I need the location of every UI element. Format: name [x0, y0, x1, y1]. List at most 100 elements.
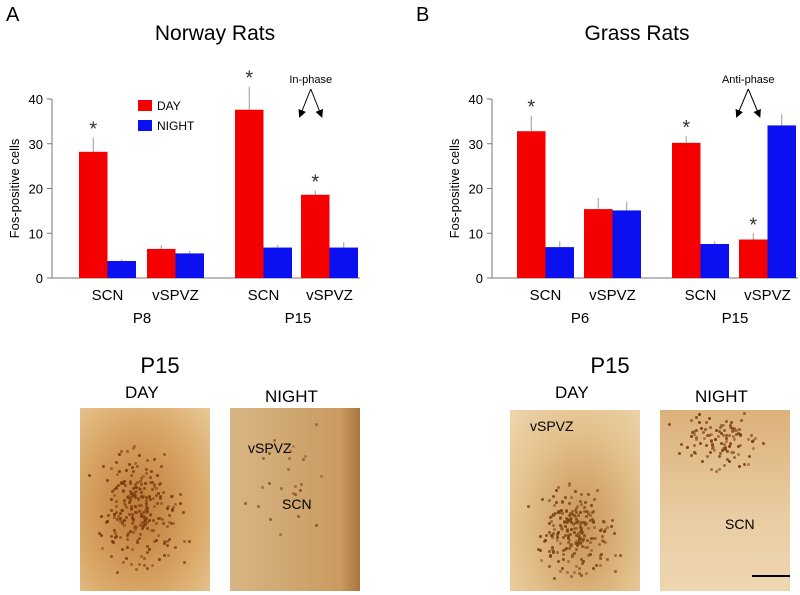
stained-cell	[570, 555, 574, 559]
stained-cell	[120, 521, 124, 525]
stained-cell	[152, 482, 156, 486]
stained-cell	[540, 498, 544, 502]
stained-cell	[588, 553, 592, 557]
stained-cell	[145, 458, 149, 462]
stained-cell	[135, 538, 139, 542]
stained-cell	[727, 445, 731, 449]
stained-cell	[708, 434, 712, 438]
stained-cell	[697, 420, 701, 424]
stained-cell	[133, 485, 137, 489]
legend-swatch-night	[138, 120, 152, 131]
stained-cell	[711, 447, 715, 451]
stained-cell	[700, 427, 704, 431]
stained-cell	[598, 529, 602, 533]
stained-cell	[719, 452, 723, 456]
stained-cell	[127, 531, 131, 535]
stained-cell	[140, 555, 144, 559]
stained-cell	[568, 547, 572, 551]
stained-cell	[123, 479, 127, 483]
stained-cell	[573, 571, 577, 575]
stained-cell	[743, 412, 746, 416]
stained-cell	[698, 412, 702, 416]
stained-cell	[722, 429, 726, 433]
stained-cell	[731, 450, 735, 454]
stained-cell	[105, 521, 109, 525]
stained-cell	[113, 512, 117, 516]
stained-cell	[120, 449, 124, 453]
stained-cell	[151, 529, 155, 533]
stained-cell	[547, 550, 551, 554]
age-label: P15	[722, 310, 749, 327]
y-axis-label: Fos-positive cells	[7, 138, 22, 238]
stained-cell	[695, 438, 699, 442]
stained-cell	[705, 455, 709, 459]
stained-cell	[720, 424, 723, 428]
stained-cell	[146, 509, 150, 513]
bar-day	[672, 142, 701, 278]
stained-cell	[598, 543, 602, 547]
stained-cell	[315, 422, 319, 426]
stained-cell	[732, 456, 736, 460]
phase-annotation: In-phase	[289, 74, 332, 86]
micro-label-night-a: NIGHT	[265, 387, 318, 406]
stained-cell	[157, 491, 161, 495]
stained-cell	[138, 488, 142, 492]
stained-cell	[125, 505, 129, 509]
stained-cell	[149, 514, 153, 518]
bar-night	[545, 247, 574, 278]
stained-cell	[130, 505, 134, 509]
significance-asterisk: *	[311, 171, 319, 193]
stained-cell	[118, 453, 122, 457]
stained-cell	[140, 476, 143, 480]
stained-cell	[747, 438, 751, 442]
stained-cell	[143, 517, 147, 521]
stained-cell	[129, 481, 133, 485]
stained-cell	[137, 497, 141, 501]
stained-cell	[144, 502, 148, 506]
stained-cell	[706, 434, 710, 438]
stained-cell	[140, 491, 144, 495]
stained-cell	[166, 553, 170, 557]
stained-cell	[580, 557, 584, 561]
stained-cell	[166, 507, 170, 511]
stained-cell	[708, 425, 712, 429]
stained-cell	[151, 563, 155, 567]
stained-cell	[575, 517, 579, 521]
stained-cell	[113, 516, 117, 520]
stained-cell	[144, 498, 148, 502]
stained-cell	[586, 512, 590, 516]
stained-cell	[142, 515, 146, 519]
stained-cell	[589, 504, 593, 508]
stained-cell	[145, 504, 149, 508]
stained-cell	[587, 492, 591, 496]
stained-cell	[547, 530, 551, 534]
stained-cell	[749, 433, 753, 437]
stained-cell	[179, 492, 183, 496]
stained-cell	[569, 520, 573, 524]
y-axis-label: Fos-positive cells	[447, 138, 462, 238]
stained-cell	[710, 467, 714, 471]
stained-cell	[547, 499, 551, 503]
stained-cell	[725, 434, 729, 438]
stained-cell	[114, 532, 118, 536]
stained-cell	[719, 425, 723, 429]
stained-cell	[138, 537, 142, 541]
stained-cell	[723, 445, 727, 449]
stained-cell	[304, 455, 308, 459]
stained-cell	[571, 552, 575, 556]
micro-label-night-b: NIGHT	[695, 387, 748, 406]
stained-cell	[150, 529, 154, 533]
stained-cell	[574, 526, 578, 530]
stained-cell	[752, 438, 756, 442]
stained-cell	[561, 528, 565, 532]
stained-cell	[556, 539, 560, 543]
stained-cell	[586, 554, 590, 558]
stained-cell	[153, 485, 157, 489]
stained-cell	[693, 444, 697, 448]
stained-cell	[561, 536, 565, 540]
stained-cell	[565, 520, 569, 524]
stained-cell	[148, 547, 152, 551]
stained-cell	[593, 525, 597, 529]
stained-cell	[131, 522, 135, 526]
